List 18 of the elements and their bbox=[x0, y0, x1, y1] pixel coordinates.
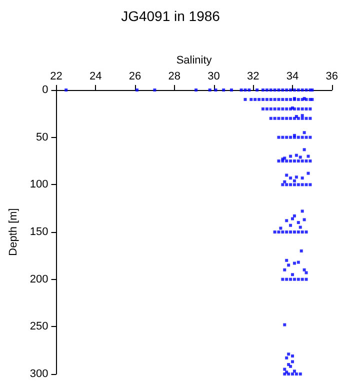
y-tick-label: 300 bbox=[30, 368, 48, 380]
y-tick-label: 150 bbox=[30, 226, 48, 238]
chart-title: JG4091 in 1986 bbox=[121, 8, 220, 24]
x-axis-title: Salinity bbox=[176, 54, 212, 66]
y-tick-label: 100 bbox=[30, 178, 48, 191]
x-tick-label: 32 bbox=[247, 70, 260, 82]
y-tick-label: 0 bbox=[42, 84, 48, 96]
x-tick-label: 36 bbox=[326, 70, 338, 82]
y-tick-label: 50 bbox=[36, 131, 48, 144]
x-tick-label: 24 bbox=[90, 70, 102, 82]
y-axis-title: Depth [m] bbox=[8, 208, 20, 256]
x-tick-label: 30 bbox=[208, 70, 220, 82]
y-tick-label: 250 bbox=[30, 320, 48, 333]
x-tick-label: 28 bbox=[168, 70, 181, 82]
x-tick-label: 26 bbox=[128, 70, 142, 82]
x-tick-label: 34 bbox=[286, 70, 299, 82]
y-tick-label: 200 bbox=[30, 273, 48, 286]
x-tick-label: 22 bbox=[50, 70, 62, 82]
